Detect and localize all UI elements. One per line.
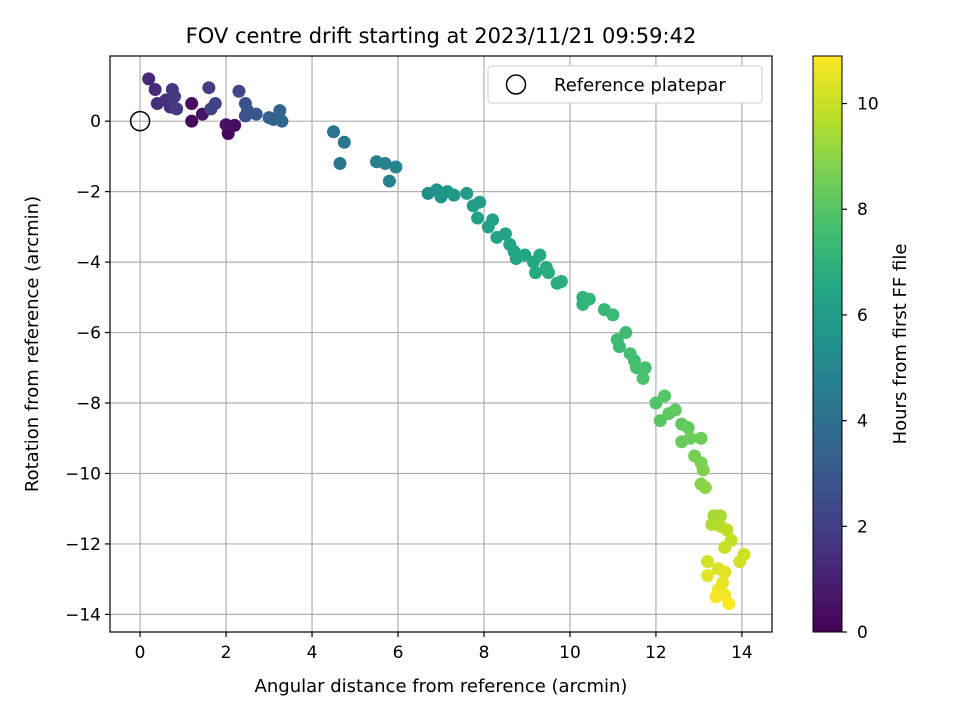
data-point: [718, 540, 732, 554]
data-point: [554, 274, 568, 288]
legend-box: [487, 65, 763, 104]
data-point: [219, 118, 233, 132]
colorbar-tick-label: 8: [857, 200, 868, 220]
colorbar-label: Hours from first FF file: [890, 244, 911, 445]
data-point: [533, 248, 547, 262]
data-point: [701, 569, 715, 583]
data-point: [698, 481, 712, 495]
data-point: [582, 292, 596, 306]
data-point: [473, 195, 487, 209]
data-point: [718, 565, 732, 579]
data-point: [709, 590, 723, 604]
data-point: [378, 156, 392, 170]
data-point: [447, 188, 461, 202]
data-point: [167, 90, 181, 104]
data-point: [481, 220, 495, 234]
data-point: [275, 114, 289, 128]
data-point: [382, 174, 396, 188]
data-point: [498, 227, 512, 241]
data-point: [619, 326, 633, 340]
y-tick-label: −14: [65, 605, 101, 625]
y-tick-label: −10: [65, 464, 101, 484]
data-point: [208, 97, 222, 111]
data-point: [337, 135, 351, 149]
colorbar: [812, 55, 843, 633]
data-point: [170, 102, 184, 116]
data-point: [273, 104, 287, 118]
reference-marker: [129, 110, 151, 132]
x-axis-ticks: 0 2 4 6 8 10 12 14: [135, 632, 753, 663]
data-point: [529, 266, 543, 280]
data-point: [694, 431, 708, 445]
data-point: [636, 371, 650, 385]
data-point: [148, 82, 162, 96]
y-axis-label: Rotation from reference (arcmin): [22, 196, 43, 492]
y-tick-label: −6: [76, 324, 101, 344]
colorbar-tick-label: 6: [857, 306, 868, 326]
data-point: [701, 555, 715, 569]
data-point: [683, 431, 697, 445]
x-tick-label: 8: [479, 643, 490, 663]
colorbar-tick-label: 10: [857, 95, 879, 115]
data-points: [142, 72, 751, 611]
data-point: [232, 84, 246, 98]
data-point: [653, 414, 667, 428]
chart-title: FOV centre drift starting at 2023/11/21 …: [186, 24, 697, 48]
data-point: [606, 308, 620, 322]
data-point: [142, 72, 156, 86]
colorbar-tick-label: 4: [857, 412, 868, 432]
x-tick-label: 0: [135, 643, 146, 663]
data-point: [638, 361, 652, 375]
data-point: [471, 211, 485, 225]
legend: Reference platepar: [487, 65, 763, 104]
data-point: [327, 125, 341, 139]
data-point: [649, 396, 663, 410]
colorbar-tick-label: 0: [857, 623, 868, 643]
plot-area: [110, 56, 772, 632]
data-point: [333, 156, 347, 170]
x-tick-label: 12: [645, 643, 667, 663]
x-axis-label: Angular distance from reference (arcmin): [255, 676, 628, 697]
reference-point: [129, 110, 151, 132]
data-point: [733, 555, 747, 569]
y-tick-label: −12: [65, 535, 101, 555]
colorbar-tick-label: 2: [857, 517, 868, 537]
data-point: [681, 421, 695, 435]
data-point: [722, 597, 736, 611]
x-tick-label: 6: [393, 643, 404, 663]
data-point: [658, 389, 672, 403]
colorbar-ticks: 0 2 4 6 8 10: [842, 95, 879, 643]
data-point: [720, 523, 734, 537]
data-point: [696, 463, 710, 477]
y-axis-ticks: 0 −2 −4 −6 −8 −10 −12 −14: [65, 112, 110, 625]
data-point: [185, 97, 199, 111]
x-tick-label: 10: [559, 643, 581, 663]
data-point: [202, 81, 216, 95]
x-tick-label: 14: [731, 643, 753, 663]
x-tick-label: 2: [221, 643, 232, 663]
data-point: [238, 109, 252, 123]
data-point: [713, 509, 727, 523]
data-point: [389, 160, 403, 174]
y-tick-label: −2: [76, 183, 101, 203]
y-tick-label: −4: [76, 253, 101, 273]
data-point: [541, 266, 555, 280]
y-tick-label: −8: [76, 394, 101, 414]
data-point: [185, 114, 199, 128]
data-point: [249, 107, 263, 121]
data-point: [612, 340, 626, 354]
x-tick-label: 4: [307, 643, 318, 663]
legend-marker: [505, 74, 527, 95]
y-tick-label: 0: [90, 112, 101, 132]
plot-frame: [109, 55, 773, 633]
data-point: [668, 403, 682, 417]
data-point: [460, 186, 474, 200]
legend-label: Reference platepar: [554, 75, 726, 96]
data-point: [518, 248, 532, 262]
